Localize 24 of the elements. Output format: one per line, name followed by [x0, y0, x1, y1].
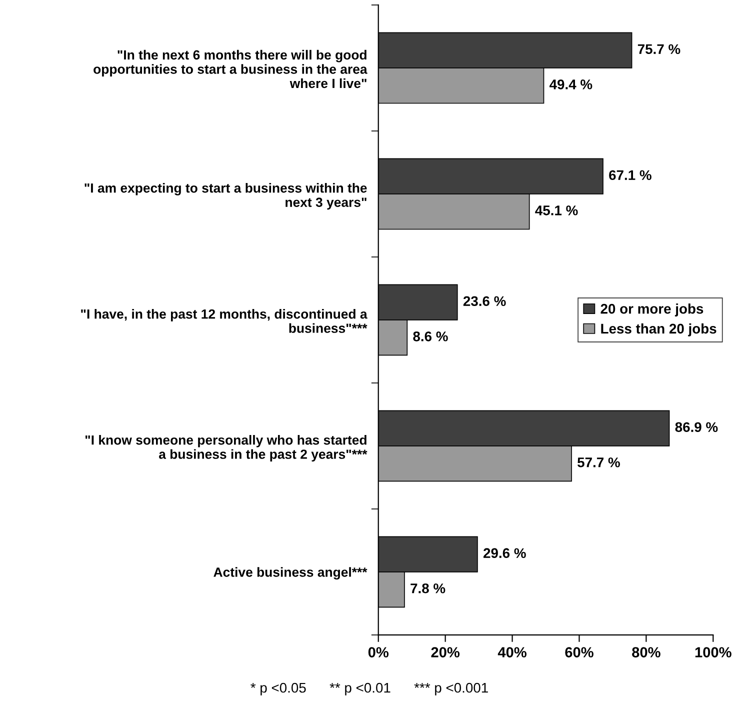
data-label: 7.8 % [410, 583, 446, 594]
x-tick-label: 0% [368, 647, 389, 658]
data-label: 29.6 % [483, 548, 526, 558]
y-tick-label: "I know someone personally who has started a business in the past 2 years"*** [85, 435, 368, 462]
data-label: 8.6 % [413, 331, 448, 342]
legend-label: 20 or more jobs [600, 304, 704, 316]
data-label: 67.1 % [609, 170, 652, 180]
x-tick-label: 40% [498, 647, 526, 658]
y-tick-label: "I have, in the past 12 months, discontinued a business"*** [81, 309, 368, 333]
y-tick-label: Active business angel*** [214, 567, 368, 580]
data-label: 45.1 % [535, 206, 578, 216]
legend-label: Less than 20 jobs [601, 323, 716, 336]
data-label: 86.9 % [675, 422, 718, 432]
x-tick-label: 100% [695, 647, 732, 658]
x-tick-label: 20% [431, 647, 460, 658]
y-tick-label: "In the next 6 months there will be good opportunities to start a business in the area where I live" [94, 50, 368, 88]
data-label: 57.7 % [578, 458, 620, 468]
x-tick-label: 60% [565, 647, 594, 658]
x-tick-label: 80% [632, 647, 660, 658]
text: * p <0.05 ** p <0.01 *** p <0.001 [250, 682, 488, 696]
data-label: 49.4 % [550, 80, 592, 90]
data-label: 23.6 % [463, 296, 506, 306]
data-label: 75.7 % [638, 44, 680, 54]
y-tick-label: "I am expecting to start a business within the next 3 years" [84, 183, 367, 210]
